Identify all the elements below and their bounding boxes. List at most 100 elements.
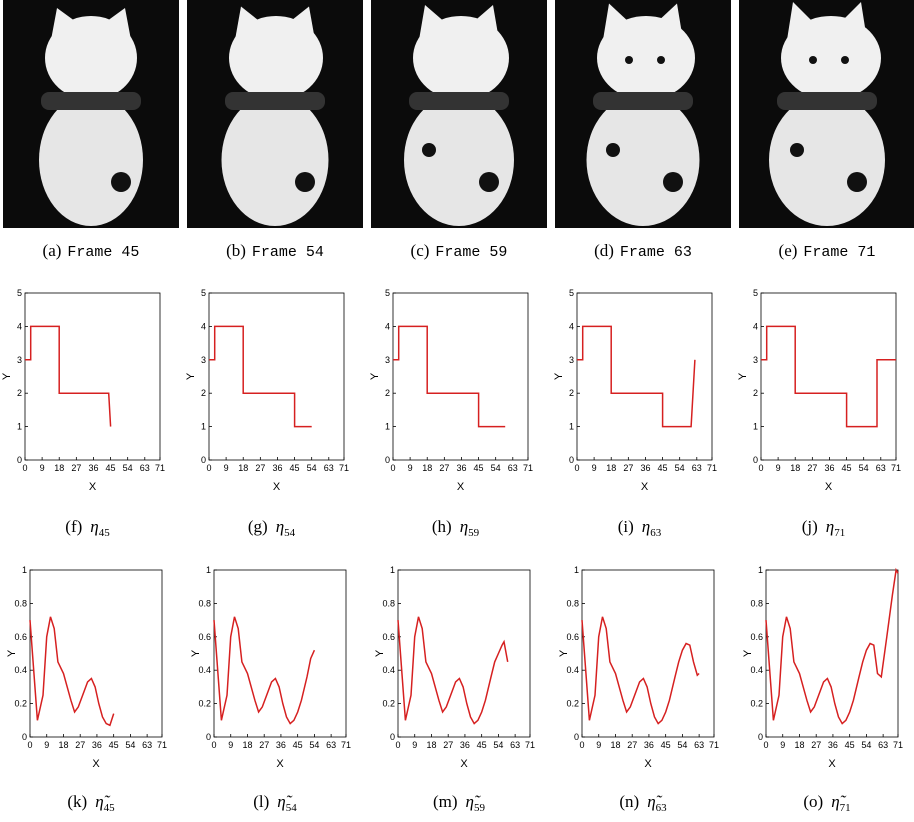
- y-tick-label: 4: [201, 321, 206, 331]
- x-tick-label: 18: [242, 740, 252, 750]
- x-tick-label: 63: [694, 740, 704, 750]
- caption-label: (j): [802, 517, 818, 536]
- frame-image: [3, 0, 179, 228]
- caption-label: (l): [253, 792, 269, 811]
- caption-text: Frame 59: [435, 244, 507, 261]
- caption-label: (c): [411, 241, 430, 260]
- x-tick-label: 9: [228, 740, 233, 750]
- cat-collar: [409, 92, 509, 110]
- figure: (a)Frame 45(b)Frame 54(c)Frame 59(d)Fram…: [0, 0, 914, 822]
- chart-caption: (n)η̃63: [619, 792, 667, 814]
- x-tick-label: 36: [456, 463, 466, 473]
- caption-symbol: η: [642, 517, 650, 536]
- x-tick-label: 45: [845, 740, 855, 750]
- x-tick-label: 27: [439, 463, 449, 473]
- y-tick-label: 0: [22, 732, 27, 742]
- x-tick-label: 54: [677, 740, 687, 750]
- x-tick-label: 27: [255, 463, 265, 473]
- caption-subscript: 45: [99, 527, 111, 539]
- x-tick-label: 27: [71, 463, 81, 473]
- y-axis-label: Y: [558, 649, 570, 657]
- x-tick-label: 71: [707, 463, 717, 473]
- x-tick-label: 45: [106, 463, 116, 473]
- x-tick-label: 0: [27, 740, 32, 750]
- y-tick-label: 0.8: [382, 598, 395, 608]
- x-tick-label: 9: [412, 740, 417, 750]
- plot-frame: [209, 293, 344, 460]
- caption-subscript: 71: [834, 527, 845, 539]
- plot-frame: [30, 570, 162, 737]
- plot-frame: [393, 293, 528, 460]
- y-tick-label: 0: [385, 455, 390, 465]
- cat-collar: [777, 92, 877, 110]
- x-tick-label: 0: [574, 463, 579, 473]
- y-axis-label: Y: [190, 649, 202, 657]
- x-tick-label: 27: [811, 740, 821, 750]
- x-tick-label: 36: [92, 740, 102, 750]
- y-tick-label: 0.8: [14, 598, 27, 608]
- cat-eye: [809, 56, 817, 64]
- chart-caption: (h)η59: [432, 517, 480, 539]
- chart-caption: (o)η̃71: [803, 792, 850, 814]
- caption-text: Frame 63: [620, 244, 692, 261]
- cat-eye: [625, 56, 633, 64]
- y-tick-label: 0.4: [750, 665, 763, 675]
- caption-symbol: η: [90, 517, 98, 536]
- x-tick-label: 27: [259, 740, 269, 750]
- y-axis-label: Y: [742, 649, 754, 657]
- caption-label: (e): [779, 241, 798, 260]
- chart-caption: (m)η̃59: [433, 792, 485, 814]
- x-tick-label: 36: [828, 740, 838, 750]
- y-tick-label: 3: [385, 355, 390, 365]
- x-tick-label: 0: [579, 740, 584, 750]
- y-tick-label: 0.4: [382, 665, 395, 675]
- caption-label: (g): [248, 517, 268, 536]
- y-tick-label: 2: [17, 388, 22, 398]
- x-axis-label: X: [460, 758, 468, 770]
- cat-spot: [111, 172, 131, 192]
- y-tick-label: 0: [206, 732, 211, 742]
- y-axis-label: Y: [185, 372, 197, 380]
- caption-label: (o): [803, 792, 823, 811]
- image-caption: (d)Frame 63: [594, 241, 692, 261]
- y-tick-label: 0: [569, 455, 574, 465]
- y-tick-label: 1: [753, 422, 758, 432]
- y-tick-label: 1: [201, 422, 206, 432]
- caption-label: (i): [618, 517, 634, 536]
- caption-subscript: 63: [656, 802, 668, 814]
- cat-body: [39, 94, 143, 226]
- image-caption: (a) Frame 45: [43, 241, 140, 261]
- x-tick-label: 71: [709, 740, 719, 750]
- x-tick-label: 18: [610, 740, 620, 750]
- data-line: [25, 326, 111, 426]
- caption-label: (b): [226, 241, 246, 260]
- y-tick-label: 0.4: [566, 665, 579, 675]
- y-tick-label: 4: [385, 321, 390, 331]
- caption-text: Frame 45: [67, 244, 139, 261]
- cat-spot: [790, 143, 804, 157]
- cat-collar: [593, 92, 693, 110]
- y-tick-label: 3: [569, 355, 574, 365]
- y-tick-label: 0.2: [750, 699, 763, 709]
- caption-label: (a): [43, 241, 62, 260]
- y-tick-label: 0: [390, 732, 395, 742]
- y-axis-label: Y: [553, 372, 565, 380]
- x-tick-label: 18: [54, 463, 64, 473]
- y-tick-label: 1: [385, 422, 390, 432]
- x-axis-label: X: [273, 481, 281, 493]
- y-tick-label: 0.6: [382, 632, 395, 642]
- cat-spot: [663, 172, 683, 192]
- y-tick-label: 1: [758, 565, 763, 575]
- y-tick-label: 3: [753, 355, 758, 365]
- chart-caption: (g)η54: [248, 517, 296, 539]
- data-line: [582, 617, 699, 724]
- x-tick-label: 71: [155, 463, 165, 473]
- y-tick-label: 0.8: [750, 598, 763, 608]
- caption-subscript: 54: [284, 527, 296, 539]
- x-tick-label: 18: [58, 740, 68, 750]
- frame-image: [187, 0, 363, 228]
- data-line: [398, 617, 508, 724]
- x-tick-label: 63: [326, 740, 336, 750]
